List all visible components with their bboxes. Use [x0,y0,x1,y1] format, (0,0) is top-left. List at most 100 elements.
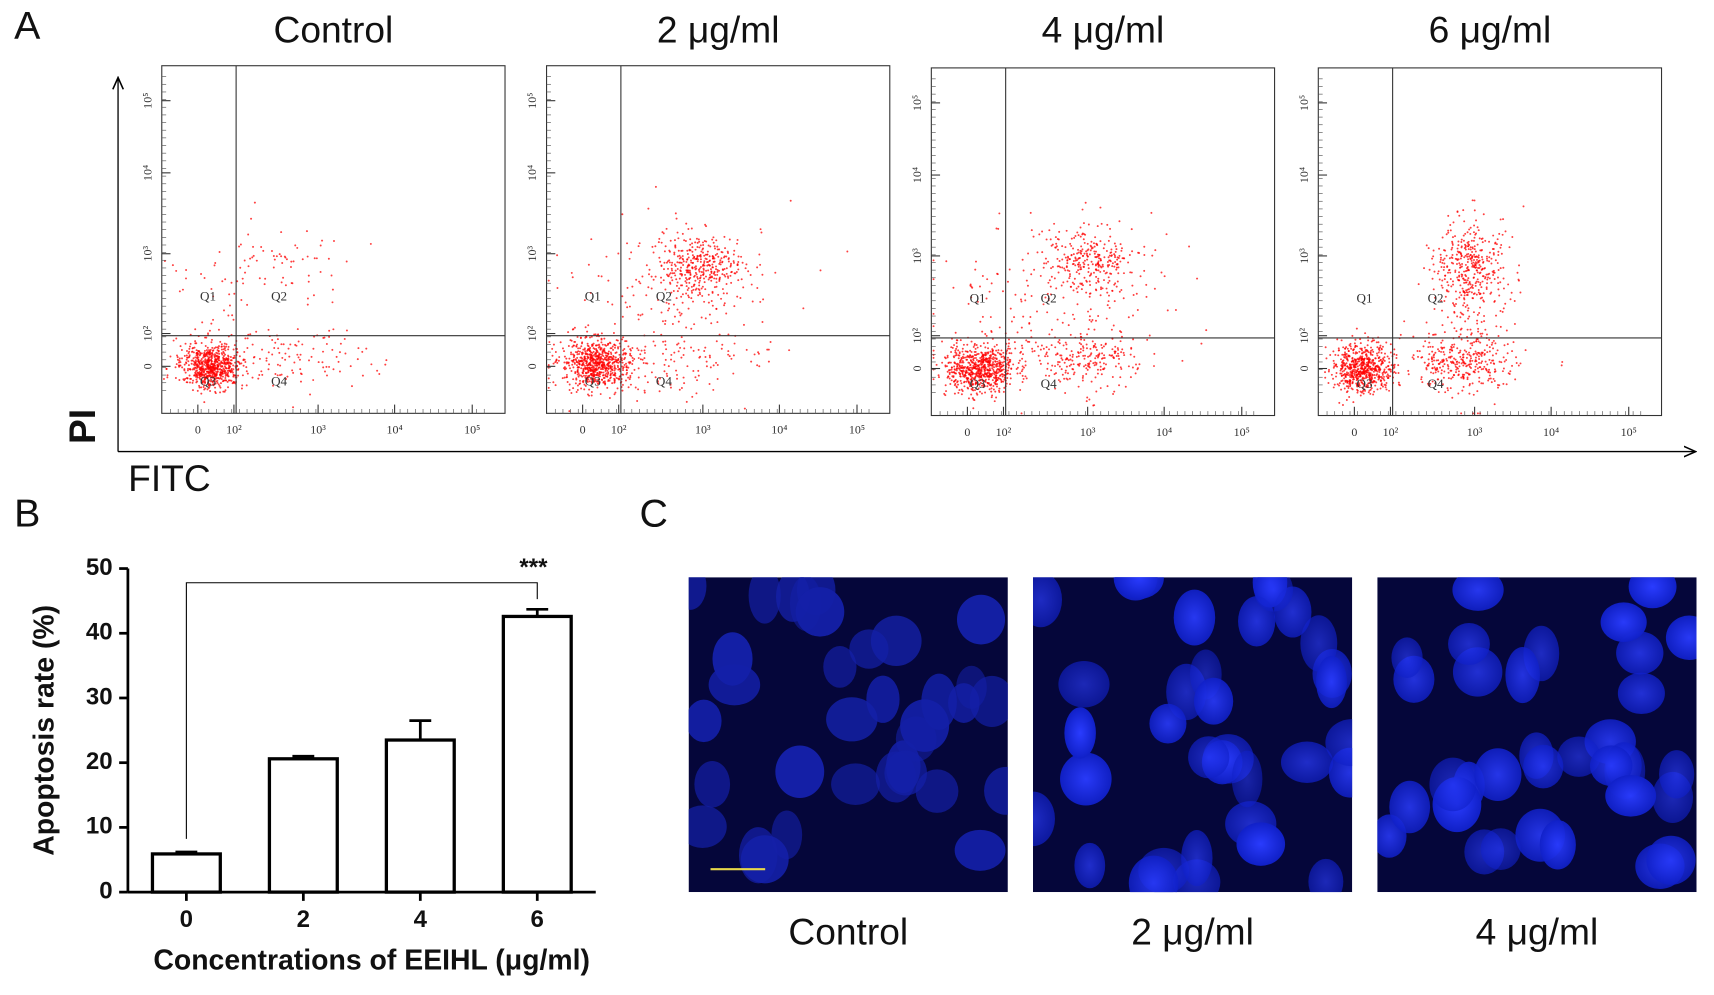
event-dot [263,283,266,286]
event-dot [1069,358,1072,361]
event-dot [932,356,935,359]
event-dot [1486,257,1488,260]
event-dot [1369,353,1372,356]
event-dot [332,328,335,331]
event-dot [191,381,194,384]
event-dot [1008,268,1011,271]
event-dot [1439,260,1442,263]
event-dot [565,367,568,370]
event-dot [595,369,598,372]
event-dot [967,397,970,400]
event-dot [243,350,246,353]
event-dot [1492,247,1495,250]
event-dot [663,268,665,271]
event-dot [654,344,657,347]
event-dot [650,287,653,290]
event-dot [1079,332,1082,335]
event-dot [1020,300,1023,303]
event-dot [607,350,610,353]
event-dot [953,368,956,371]
event-dot [281,356,284,359]
event-dot [596,361,599,364]
event-dot [1365,369,1368,372]
event-dot [1050,328,1053,331]
event-dot [762,298,765,301]
event-dot [980,392,983,395]
event-dot [1464,248,1467,251]
event-dot [227,375,230,378]
event-dot [645,362,647,365]
event-dot [1188,245,1191,248]
event-dot [956,345,958,348]
event-dot [617,366,620,369]
event-dot [1131,284,1134,287]
event-dot [665,261,668,264]
event-dot [1085,291,1088,294]
event-dot [1074,264,1077,267]
event-dot [565,376,568,379]
event-dot [1358,364,1361,367]
event-dot [1490,281,1493,284]
event-dot [1127,365,1130,368]
event-dot [708,383,711,385]
event-dot [1467,307,1470,310]
event-dot [1118,290,1121,293]
event-dot [1009,360,1012,363]
event-dot [601,366,604,369]
event-dot [1090,240,1093,243]
event-dot [687,227,690,230]
event-dot [204,336,207,339]
event-dot [977,360,980,363]
event-dot [650,307,653,310]
event-dot [226,361,229,364]
event-dot [186,350,188,353]
event-dot [1005,363,1008,366]
event-dot [641,313,644,316]
event-dot [1082,254,1085,257]
event-dot [993,345,996,348]
event-dot [594,362,597,365]
event-dot [984,346,987,349]
event-dot [998,387,1001,390]
event-dot [995,358,998,361]
event-dot [207,361,210,364]
event-dot [962,370,965,373]
event-dot [1335,375,1337,378]
event-dot [947,375,950,378]
event-dot [673,253,676,256]
event-dot [1050,267,1053,270]
event-dot [1447,269,1450,272]
event-dot [576,373,579,376]
event-dot [767,348,770,351]
event-dot [1389,343,1392,346]
event-dot [204,362,207,365]
event-dot [1021,357,1024,360]
event-dot [981,315,984,318]
event-dot [1003,374,1006,377]
event-dot [582,372,585,375]
event-dot [1022,353,1024,356]
event-dot [1002,390,1005,393]
event-dot [223,345,226,348]
event-dot [1073,318,1076,320]
event-dot [984,351,987,354]
event-dot [1384,371,1387,374]
event-dot [670,264,673,267]
event-dot [733,342,736,345]
event-dot [978,285,981,288]
event-dot [338,351,341,354]
event-dot [948,371,951,374]
event-dot [1015,368,1018,371]
event-dot [1471,199,1474,202]
event-dot [1058,260,1061,262]
event-dot [1371,348,1374,351]
event-dot [1348,380,1351,383]
event-dot [1091,340,1094,343]
event-dot [664,340,667,343]
event-dot [272,384,275,387]
event-dot [684,273,687,276]
event-dot [223,342,226,345]
event-dot [552,381,555,384]
event-dot [1368,358,1371,361]
event-dot [1387,374,1390,377]
